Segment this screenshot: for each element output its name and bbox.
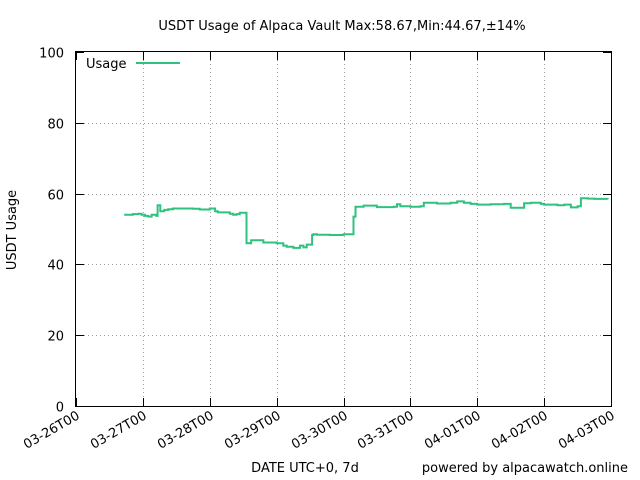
credit-text: powered by alpacawatch.online	[422, 461, 628, 476]
x-tick-label: 03-31T00	[355, 408, 416, 452]
y-tick-label: 60	[47, 189, 64, 204]
y-tick-label: 80	[47, 118, 64, 133]
y-tick-label: 40	[47, 259, 64, 274]
legend: Usage	[86, 57, 180, 72]
series-line-usage	[124, 197, 609, 249]
y-axis: 0 20 40 60 80 100	[39, 47, 611, 416]
chart-title: USDT Usage of Alpaca Vault Max:58.67,Min…	[158, 19, 525, 34]
plot-frame	[75, 51, 612, 407]
y-tick-label: 100	[39, 47, 64, 62]
x-axis-label: DATE UTC+0, 7d	[251, 461, 359, 476]
x-tick-label: 04-03T00	[556, 408, 617, 452]
x-tick-label: 03-27T00	[88, 408, 149, 452]
x-tick-label: 03-28T00	[155, 408, 216, 452]
grid	[76, 52, 611, 406]
x-tick-label: 03-30T00	[289, 408, 350, 452]
y-axis-label: USDT Usage	[5, 190, 20, 270]
y-tick-label: 0	[56, 401, 64, 416]
x-axis: 03-26T00 03-27T00 03-28T00 03-29T00 03-30T00…	[21, 52, 618, 453]
x-tick-label: 03-26T00	[21, 408, 82, 452]
x-tick-label: 04-01T00	[422, 408, 483, 452]
x-tick-label: 04-02T00	[489, 408, 550, 452]
y-tick-label: 20	[47, 330, 64, 345]
legend-label-usage: Usage	[86, 57, 127, 72]
x-tick-label: 03-29T00	[222, 408, 283, 452]
